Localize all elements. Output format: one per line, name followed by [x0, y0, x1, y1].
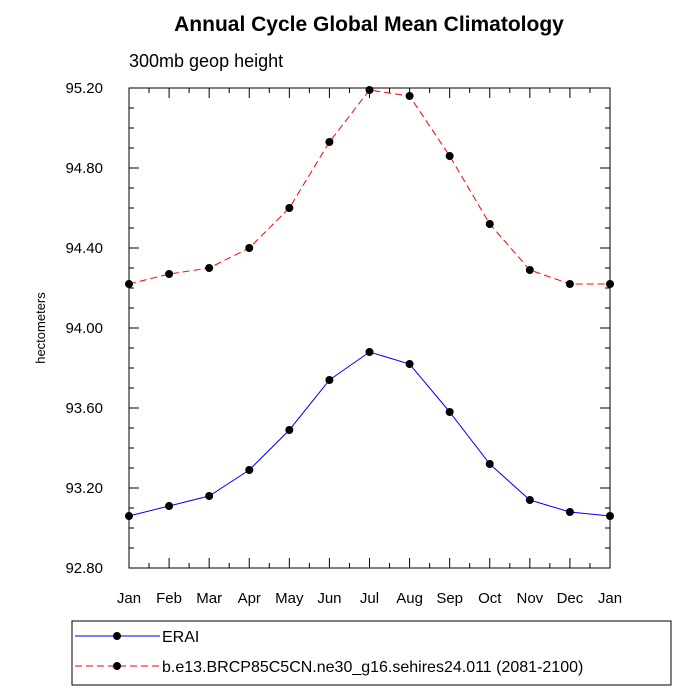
data-point	[285, 204, 294, 212]
y-tick-label: 95.20	[65, 80, 103, 97]
y-tick-label: 94.00	[65, 320, 103, 337]
data-point	[285, 426, 294, 434]
chart-subtitle: 300mb geop height	[129, 51, 283, 71]
legend: ERAI b.e13.BRCP85C5CN.ne30_g16.sehires24.…	[75, 629, 583, 676]
x-tick-label: Apr	[238, 590, 261, 607]
data-point	[405, 360, 414, 368]
x-tick-label: Sep	[436, 590, 463, 607]
data-point	[325, 376, 334, 384]
x-tick-label: Feb	[156, 590, 182, 607]
legend-label: b.e13.BRCP85C5CN.ne30_g16.sehires24.011 …	[162, 659, 583, 676]
data-point	[405, 92, 414, 100]
data-point	[125, 512, 133, 520]
plot-frame	[128, 87, 611, 569]
y-tick-label: 92.80	[65, 560, 103, 577]
data-point	[606, 280, 614, 288]
series-line-2	[128, 89, 610, 285]
data-point	[445, 152, 454, 160]
axis-ticks: Jan Feb Mar Apr May Jun Jul Aug Sep Oct Nov Dec Jan 9…	[65, 80, 622, 607]
data-point	[245, 244, 254, 252]
x-tick-label: Dec	[557, 590, 584, 607]
data-point	[565, 280, 574, 288]
legend-box	[71, 620, 672, 686]
data-point	[365, 86, 374, 94]
data-point	[205, 264, 214, 272]
data-point	[365, 348, 374, 356]
x-tick-label: Aug	[396, 590, 423, 607]
x-tick-label: Jan	[598, 590, 622, 607]
chart-title: Annual Cycle Global Mean Climatology	[174, 13, 564, 36]
data-point	[165, 270, 174, 278]
legend-marker	[113, 632, 121, 640]
series-group	[125, 86, 614, 520]
x-tick-label: Nov	[516, 590, 543, 607]
data-point	[485, 460, 494, 468]
y-tick-label: 94.80	[65, 160, 103, 177]
x-tick-label: Mar	[196, 590, 222, 607]
data-point	[606, 512, 614, 520]
data-point	[325, 138, 334, 146]
data-point	[165, 502, 174, 510]
data-point	[525, 496, 534, 504]
y-axis-label: hectometers	[33, 292, 48, 364]
x-tick-label: Jun	[317, 590, 341, 607]
x-tick-label: Oct	[478, 590, 502, 607]
y-tick-label: 93.60	[65, 400, 103, 417]
data-point	[125, 280, 133, 288]
x-tick-label: Jan	[117, 590, 141, 607]
y-tick-label: 93.20	[65, 480, 103, 497]
x-tick-label: May	[275, 590, 304, 607]
data-point	[525, 266, 534, 274]
legend-marker	[113, 662, 121, 670]
data-point	[485, 220, 494, 228]
data-point	[205, 492, 214, 500]
y-tick-label: 94.40	[65, 240, 103, 257]
data-point	[565, 508, 574, 516]
data-point	[245, 466, 254, 474]
legend-label: ERAI	[162, 629, 199, 646]
series-line-1	[128, 351, 611, 517]
x-tick-label: Jul	[360, 590, 379, 607]
data-point	[445, 408, 454, 416]
